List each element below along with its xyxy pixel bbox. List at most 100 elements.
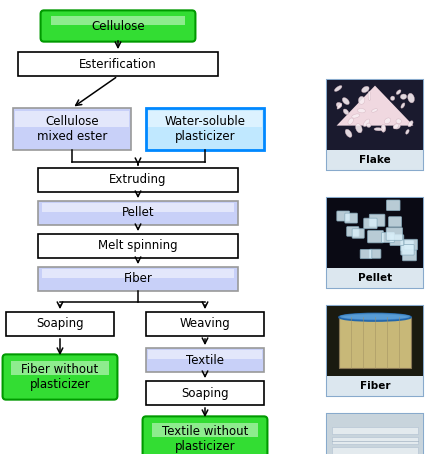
Bar [339,317,411,368]
FancyBboxPatch shape [386,227,403,240]
FancyBboxPatch shape [369,249,381,258]
Bar [327,80,423,170]
Bar [146,312,264,336]
Ellipse shape [357,109,366,113]
Polygon shape [336,86,413,126]
FancyBboxPatch shape [404,239,418,250]
FancyBboxPatch shape [337,211,350,221]
Bar [146,108,264,150]
Ellipse shape [396,119,401,123]
Ellipse shape [372,109,377,112]
Bar [12,360,109,375]
Text: Soaping: Soaping [181,386,229,400]
Ellipse shape [340,313,410,319]
Bar [327,414,423,454]
FancyBboxPatch shape [41,10,196,42]
FancyBboxPatch shape [3,355,117,400]
Text: Weaving: Weaving [180,317,230,331]
FancyBboxPatch shape [360,249,372,259]
Ellipse shape [342,98,349,104]
FancyBboxPatch shape [390,235,404,246]
FancyBboxPatch shape [369,214,385,227]
Bar [152,423,258,437]
Ellipse shape [358,96,365,104]
Text: Extruding: Extruding [109,173,167,187]
Bar [38,267,238,291]
Bar [327,376,423,396]
Ellipse shape [348,118,354,124]
Ellipse shape [396,90,401,94]
Bar [146,381,264,405]
Bar [332,437,418,444]
FancyBboxPatch shape [347,227,359,236]
FancyBboxPatch shape [364,218,377,229]
FancyBboxPatch shape [368,231,383,243]
Text: Soaping: Soaping [36,317,84,331]
Text: Fiber without
plasticizer: Fiber without plasticizer [21,363,98,391]
FancyBboxPatch shape [402,250,416,261]
Ellipse shape [400,94,407,99]
Ellipse shape [374,128,383,131]
Bar [332,427,418,434]
Ellipse shape [401,103,405,108]
Text: Esterification: Esterification [79,58,157,70]
Bar [6,312,114,336]
Bar [149,111,262,127]
Ellipse shape [408,93,414,103]
Text: Cellulose
mixed ester: Cellulose mixed ester [37,115,107,143]
Text: Cellulose: Cellulose [91,20,145,33]
Ellipse shape [352,114,360,118]
Ellipse shape [356,123,362,133]
Bar [42,202,234,212]
Ellipse shape [366,123,371,128]
Bar [51,16,184,25]
Bar [18,52,218,76]
Bar [42,269,234,278]
Bar [13,108,131,150]
Ellipse shape [337,104,342,109]
Ellipse shape [390,96,395,100]
Bar [15,111,129,127]
Bar [327,414,423,454]
Ellipse shape [393,123,400,129]
Ellipse shape [336,102,342,108]
Ellipse shape [381,126,386,132]
Ellipse shape [345,129,352,138]
Text: Flake: Flake [359,155,391,165]
Ellipse shape [362,86,369,93]
Ellipse shape [384,118,391,124]
FancyBboxPatch shape [386,200,400,211]
Text: Textile: Textile [186,354,224,366]
FancyBboxPatch shape [389,217,401,227]
Bar [327,198,423,268]
Text: Fiber: Fiber [124,272,152,286]
Text: Melt spinning: Melt spinning [98,240,178,252]
Bar [327,306,423,396]
FancyBboxPatch shape [381,232,394,242]
Bar [146,348,264,372]
FancyBboxPatch shape [143,416,268,454]
Bar [327,268,423,288]
Bar [327,306,423,376]
Bar [327,150,423,170]
Bar [149,350,262,359]
FancyBboxPatch shape [345,213,357,223]
Ellipse shape [343,109,349,114]
Bar [38,234,238,258]
Ellipse shape [363,119,370,127]
Ellipse shape [408,121,413,127]
Ellipse shape [406,129,409,134]
Ellipse shape [339,313,411,321]
Text: Textile without
plasticizer: Textile without plasticizer [162,425,248,453]
Ellipse shape [393,124,398,129]
Ellipse shape [381,124,385,131]
Bar [38,168,238,192]
Text: Pellet: Pellet [358,273,392,283]
Text: Pellet: Pellet [122,207,155,219]
Text: Water-soluble
plasticizer: Water-soluble plasticizer [164,115,246,143]
FancyBboxPatch shape [352,229,364,238]
FancyBboxPatch shape [401,241,414,251]
Bar [327,80,423,150]
FancyBboxPatch shape [401,245,414,255]
Ellipse shape [334,86,342,91]
